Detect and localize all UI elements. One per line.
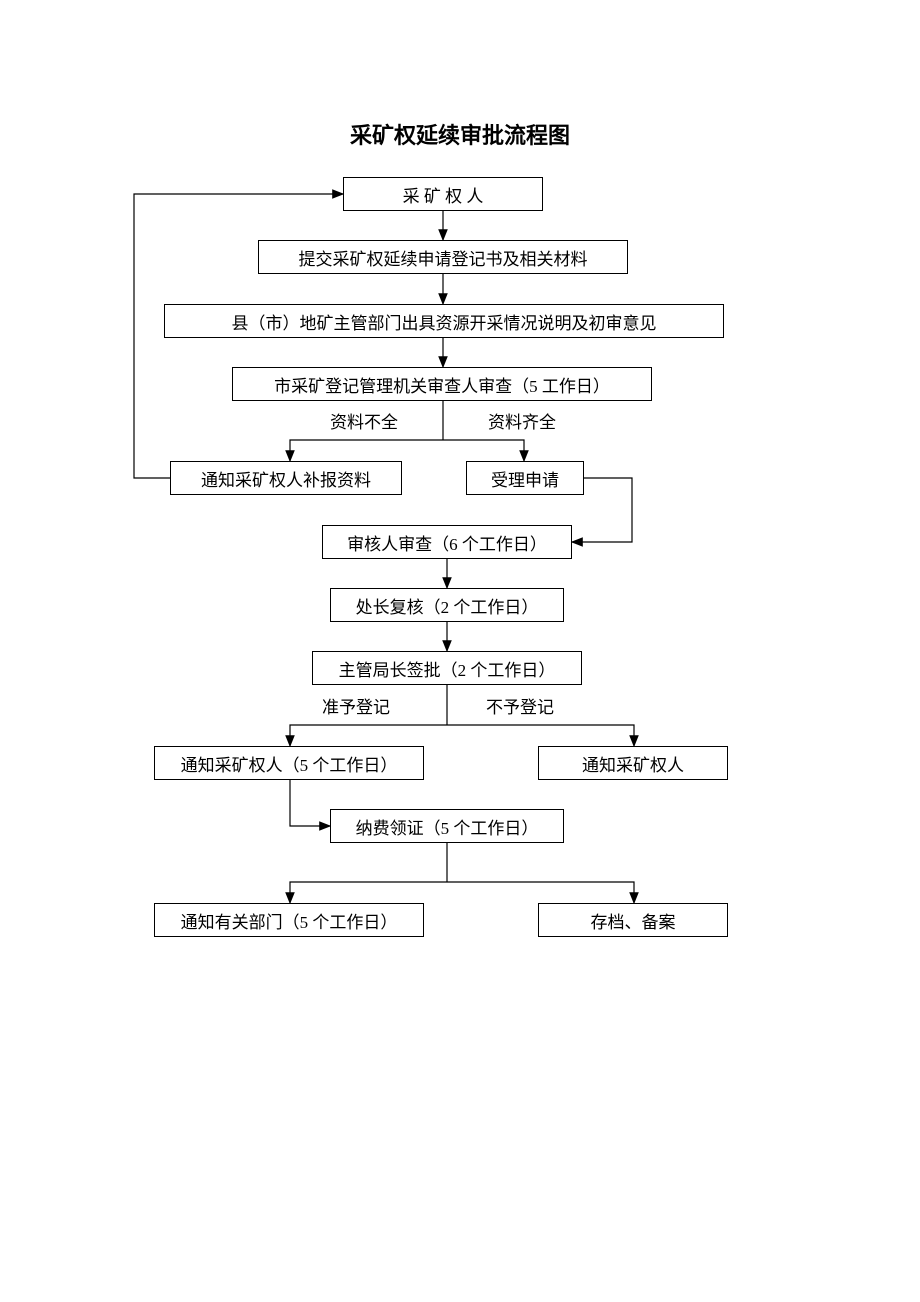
flowchart-label-l4: 不予登记: [486, 693, 554, 718]
flowchart-node-n7: 审核人审查（6 个工作日）: [322, 525, 572, 559]
flowchart-label-l1: 资料不全: [330, 408, 398, 433]
flowchart-node-n13: 通知有关部门（5 个工作日）: [154, 903, 424, 937]
flowchart-node-n8: 处长复核（2 个工作日）: [330, 588, 564, 622]
flowchart-node-n3: 县（市）地矿主管部门出具资源开采情况说明及初审意见: [164, 304, 724, 338]
flowchart-label-l3: 准予登记: [322, 693, 390, 718]
flowchart-node-n11: 通知采矿权人: [538, 746, 728, 780]
flowchart-node-n10: 通知采矿权人（5 个工作日）: [154, 746, 424, 780]
flowchart-node-n12: 纳费领证（5 个工作日）: [330, 809, 564, 843]
flowchart-node-n2: 提交采矿权延续申请登记书及相关材料: [258, 240, 628, 274]
flowchart-node-n14: 存档、备案: [538, 903, 728, 937]
flowchart-node-n9: 主管局长签批（2 个工作日）: [312, 651, 582, 685]
page-title: 采矿权延续审批流程图: [0, 118, 920, 150]
flowchart-node-n4: 市采矿登记管理机关审查人审查（5 工作日）: [232, 367, 652, 401]
flowchart-node-n5: 通知采矿权人补报资料: [170, 461, 402, 495]
flowchart-node-n6: 受理申请: [466, 461, 584, 495]
flowchart-node-n1: 采 矿 权 人: [343, 177, 543, 211]
flowchart-label-l2: 资料齐全: [488, 408, 556, 433]
